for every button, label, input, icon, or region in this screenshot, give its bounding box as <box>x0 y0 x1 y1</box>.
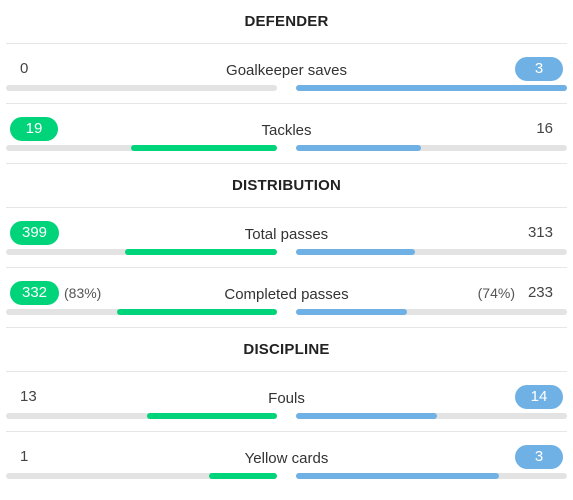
section-header-distribution: DISTRIBUTION <box>6 164 567 208</box>
away-value: 233 <box>527 284 553 301</box>
away-bar-track <box>296 413 567 419</box>
stat-label: Completed passes <box>224 286 349 303</box>
away-value: 3 <box>515 445 563 469</box>
stat-label: Tackles <box>261 122 312 139</box>
away-bar-track <box>296 473 567 479</box>
home-value: 399 <box>10 221 60 245</box>
home-value: 0 <box>20 60 29 77</box>
stat-row-tackles: 19 Tackles 16 <box>6 104 567 164</box>
away-bar-fill <box>296 473 500 479</box>
home-bar-track <box>6 309 277 315</box>
away-bar-track <box>296 249 567 255</box>
away-bar-fill <box>296 145 421 151</box>
home-bar-track <box>6 473 277 479</box>
away-value: 16 <box>536 120 553 137</box>
away-bar-track <box>296 85 567 91</box>
home-bar-fill <box>117 309 277 315</box>
away-bar-fill <box>296 413 437 419</box>
away-bar-track <box>296 309 567 315</box>
away-bar-fill <box>296 85 567 91</box>
away-value: 313 <box>527 224 553 241</box>
away-bar-fill <box>296 309 408 315</box>
home-bar-fill <box>125 249 277 255</box>
away-bar-fill <box>296 249 416 255</box>
stat-label: Total passes <box>244 226 329 243</box>
home-bar-fill <box>130 145 277 151</box>
stat-row-completed-passes: 332 (83%) Completed passes (74%) 233 <box>6 268 567 328</box>
stat-label: Fouls <box>268 390 305 407</box>
away-bar-track <box>296 145 567 151</box>
home-value: 1 <box>20 448 29 465</box>
home-value: 332 <box>10 281 60 305</box>
stat-row-total-passes: 399 Total passes 313 <box>6 208 567 268</box>
home-bar-fill <box>146 413 277 419</box>
stat-label: Goalkeeper saves <box>226 62 347 79</box>
section-header-discipline: DISCIPLINE <box>6 328 567 372</box>
section-header-defender: DEFENDER <box>6 0 567 44</box>
stat-row-fouls: 13 Fouls 14 <box>6 372 567 432</box>
home-value: 13 <box>20 388 37 405</box>
away-value: 3 <box>515 57 563 81</box>
home-bar-track <box>6 413 277 419</box>
stat-label: Yellow cards <box>244 450 329 467</box>
home-bar-track <box>6 85 277 91</box>
away-value: 14 <box>515 385 563 409</box>
home-bar-fill <box>209 473 277 479</box>
stat-row-yellow-cards: 1 Yellow cards 3 <box>6 432 567 492</box>
home-percentage: (83%) <box>64 285 102 301</box>
stat-row-goalkeeper-saves: 0 Goalkeeper saves 3 <box>6 44 567 104</box>
home-bar-track <box>6 145 277 151</box>
home-bar-track <box>6 249 277 255</box>
home-value: 19 <box>10 117 58 141</box>
away-percentage: (74%) <box>477 285 515 301</box>
